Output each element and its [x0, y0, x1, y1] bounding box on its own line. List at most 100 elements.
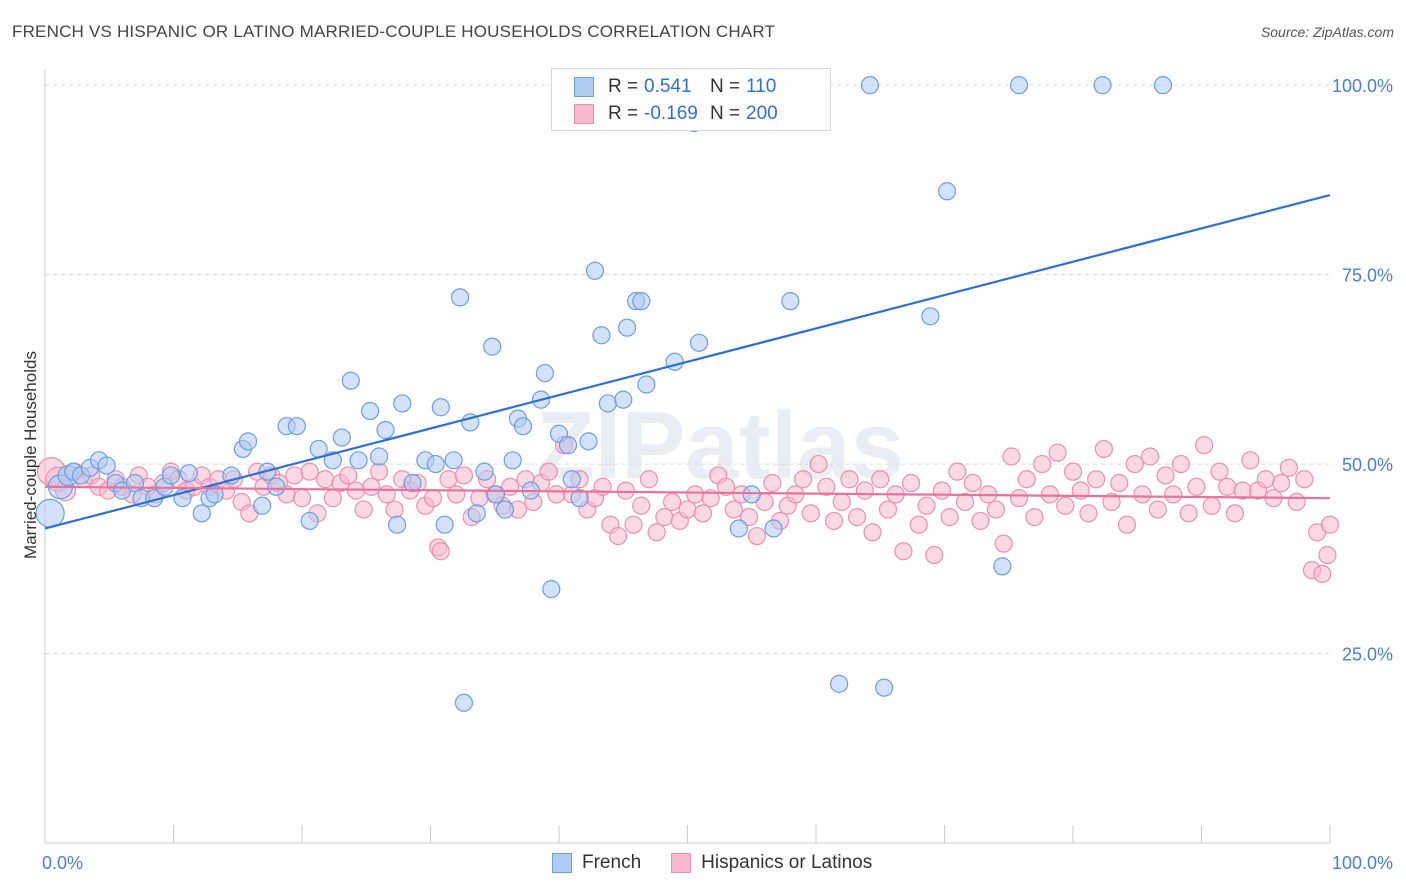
hispanic-point	[1179, 504, 1198, 523]
hispanic-point	[339, 466, 358, 485]
french-point	[558, 436, 578, 455]
n-value: 110	[746, 76, 777, 97]
hispanic-point	[1125, 454, 1144, 474]
french-point	[579, 432, 598, 451]
french-point	[1009, 76, 1029, 95]
legend-row-french: R = 0.541 N = 110	[574, 75, 812, 99]
hispanic-point	[686, 485, 705, 504]
french-points	[35, 76, 1173, 712]
french-point	[332, 428, 351, 447]
french-point	[267, 477, 286, 496]
hispanic-point	[300, 462, 319, 481]
hispanic-point	[616, 481, 635, 500]
hispanic-point	[917, 496, 936, 515]
hispanic-point	[1133, 485, 1152, 504]
hispanic-point	[1202, 496, 1221, 515]
hispanic-point	[1320, 515, 1340, 534]
hispanic-point	[678, 500, 697, 519]
hispanic-point	[1194, 436, 1214, 455]
hispanic-point	[724, 500, 743, 519]
french-point	[393, 394, 412, 413]
n-label: N =	[710, 103, 741, 124]
hispanic-point	[1279, 458, 1298, 477]
hispanic-point	[1218, 477, 1237, 496]
hispanic-point	[963, 473, 982, 493]
hispanic-point	[362, 477, 381, 496]
hispanic-point	[824, 511, 844, 531]
source-label: Source: ZipAtlas.com	[1260, 24, 1394, 40]
hispanic-point	[1087, 470, 1106, 489]
hispanic-point	[1210, 462, 1229, 481]
hispanic-point	[1148, 500, 1167, 519]
hispanic-point	[1033, 454, 1052, 474]
hispanic-point	[1009, 489, 1029, 508]
hispanic-point	[639, 470, 659, 489]
french-point	[192, 504, 211, 523]
n-value: 200	[746, 103, 778, 124]
french-point	[483, 337, 502, 356]
hispanic-point	[1164, 485, 1183, 504]
hispanic-point	[894, 542, 913, 561]
french-point	[376, 420, 395, 440]
hispanic-point	[1063, 462, 1083, 481]
hispanic-point	[292, 489, 312, 508]
hispanic-point	[878, 500, 898, 519]
hispanic-point	[1313, 564, 1332, 584]
french-point	[361, 401, 380, 421]
french-point	[467, 504, 486, 523]
french-point	[742, 485, 761, 504]
hispanic-point	[740, 508, 759, 527]
hispanic-point	[840, 470, 859, 489]
french-point	[562, 470, 581, 489]
series-legend: French Hispanics or Latinos	[552, 852, 902, 874]
hispanic-point	[1256, 470, 1275, 489]
french-point	[300, 511, 319, 531]
r-label: R =	[608, 103, 639, 124]
legend-label-hispanic: Hispanics or Latinos	[701, 852, 873, 873]
y-axis-label: Married-couple Households	[21, 351, 40, 559]
french-point	[592, 326, 611, 345]
hispanic-point	[632, 496, 651, 515]
hispanic-point	[454, 466, 474, 485]
r-value: 0.541	[644, 76, 692, 97]
french-point	[475, 462, 494, 481]
trend-lines	[44, 193, 1331, 530]
hispanic-swatch	[671, 853, 692, 873]
french-point	[253, 496, 272, 515]
hispanic-point	[323, 489, 342, 508]
hispanic-point	[662, 492, 682, 512]
hispanic-point	[1110, 473, 1129, 493]
hispanic-point	[1272, 473, 1291, 493]
french-point	[937, 182, 957, 201]
hispanic-point	[377, 485, 396, 504]
hispanic-point	[971, 511, 990, 531]
french-point	[618, 318, 637, 337]
french-point	[35, 498, 65, 528]
hispanic-point	[794, 470, 813, 489]
french-point	[503, 451, 522, 470]
hispanic-point	[1295, 470, 1314, 489]
hispanic-point	[470, 489, 489, 508]
hispanic-point	[1241, 451, 1260, 470]
french-point	[495, 500, 515, 519]
hispanic-swatch	[574, 104, 594, 124]
hispanic-point	[1187, 477, 1206, 496]
hispanic-point	[986, 500, 1006, 519]
french-point	[435, 515, 454, 534]
hispanic-point	[701, 489, 720, 508]
hispanic-point	[1048, 443, 1067, 462]
grid-lines	[45, 84, 1330, 655]
axes	[44, 70, 1331, 844]
legend-label-french: French	[582, 852, 642, 873]
french-point	[341, 371, 360, 390]
hispanic-point	[370, 462, 389, 481]
french-trend-line	[44, 193, 1331, 530]
french-point	[993, 557, 1012, 576]
hispanic-point	[932, 481, 952, 500]
french-point	[450, 288, 470, 307]
chart-title: FRENCH VS HISPANIC OR LATINO MARRIED-COU…	[12, 22, 776, 41]
r-label: R =	[608, 76, 639, 97]
x-tick-label-max: 100.0%	[1332, 853, 1393, 873]
y-tick-label: 25.0%	[1342, 645, 1393, 665]
french-point	[598, 394, 617, 413]
